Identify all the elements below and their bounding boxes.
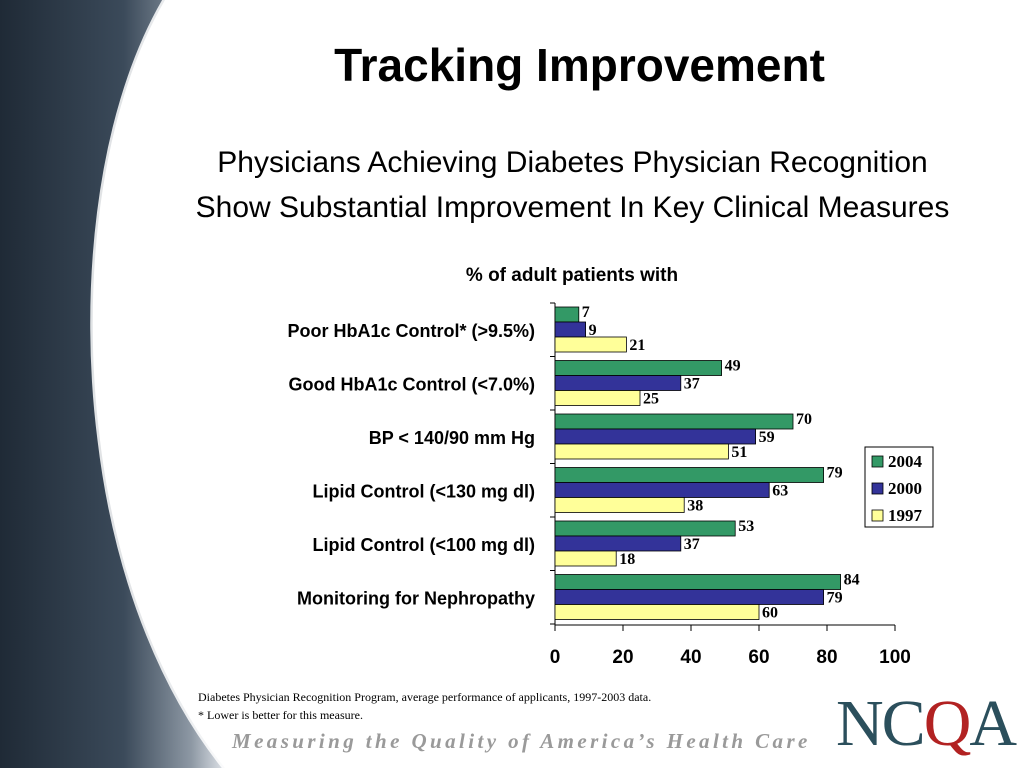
x-tick-label: 0 [550, 647, 561, 668]
chart-title: % of adult patients with [466, 265, 678, 286]
data-label: 9 [589, 322, 597, 339]
x-tick-label: 40 [680, 647, 701, 668]
category-label: Good HbA1c Control (<7.0%) [288, 375, 535, 395]
x-tick-label: 20 [612, 647, 633, 668]
category-label: Monitoring for Nephropathy [297, 589, 535, 609]
legend-swatch-1997 [871, 509, 884, 522]
bar-2004 [554, 520, 736, 537]
data-label: 37 [684, 536, 700, 553]
bar-chart: % of adult patients with 0 20 40 60 80 100 Poo… [287, 265, 934, 668]
data-label: 60 [762, 605, 778, 622]
category-label: Poor HbA1c Control* (>9.5%) [287, 321, 535, 341]
data-label: 7 [582, 304, 590, 321]
category-label: BP < 140/90 mm Hg [369, 428, 535, 448]
x-tick-label: 80 [816, 647, 837, 668]
page-title: Tracking Improvement [334, 39, 825, 91]
bar-2000 [554, 375, 682, 391]
footnote-source: Diabetes Physician Recognition Program, … [198, 690, 652, 704]
data-label: 18 [619, 551, 635, 568]
data-label: 70 [796, 411, 812, 428]
bar-1997 [554, 550, 617, 567]
bar-1997 [554, 390, 641, 406]
subtitle-line-2: Show Substantial Improvement In Key Clin… [195, 191, 950, 224]
category-label: Lipid Control (<100 mg dl) [312, 535, 535, 555]
bar-2000 [554, 428, 757, 445]
data-label: 79 [827, 590, 843, 607]
data-label: 38 [687, 498, 703, 515]
x-tick-label: 60 [748, 647, 769, 668]
category-label: Lipid Control (<130 mg dl) [312, 482, 535, 502]
data-label: 53 [738, 518, 754, 535]
legend-label: 2004 [888, 452, 923, 471]
legend-swatch-2000 [871, 482, 884, 495]
tagline: Measuring the Quality of America’s Healt… [232, 729, 811, 753]
data-label: 25 [643, 391, 659, 408]
data-label: 21 [629, 337, 645, 354]
legend-label: 1997 [888, 506, 923, 525]
bar-1997 [554, 336, 627, 353]
ncqa-logo: NCQA [836, 687, 1017, 760]
bar-2000 [554, 321, 587, 338]
data-label: 59 [759, 429, 775, 446]
bar-2000 [554, 589, 825, 605]
bar-2000 [554, 535, 682, 552]
data-label: 51 [731, 444, 747, 461]
bar-2004 [554, 574, 842, 590]
bar-2000 [554, 482, 770, 498]
bar-1997 [554, 497, 685, 513]
bar-1997 [554, 443, 729, 460]
bar-2004 [554, 413, 794, 430]
bar-1997 [554, 604, 760, 620]
data-label: 37 [684, 376, 700, 393]
bar-2004 [554, 467, 825, 483]
legend-swatch-2004 [871, 455, 884, 468]
data-label: 49 [725, 358, 741, 375]
footnote-note: * Lower is better for this measure. [198, 708, 363, 722]
subtitle-line-1: Physicians Achieving Diabetes Physician … [217, 146, 928, 179]
legend-label: 2000 [888, 479, 922, 498]
bar-2004 [554, 306, 580, 323]
bar-2004 [554, 360, 723, 376]
x-tick-label: 100 [879, 647, 911, 668]
data-label: 84 [844, 572, 860, 589]
data-label: 79 [827, 465, 843, 482]
data-label: 63 [772, 483, 788, 500]
